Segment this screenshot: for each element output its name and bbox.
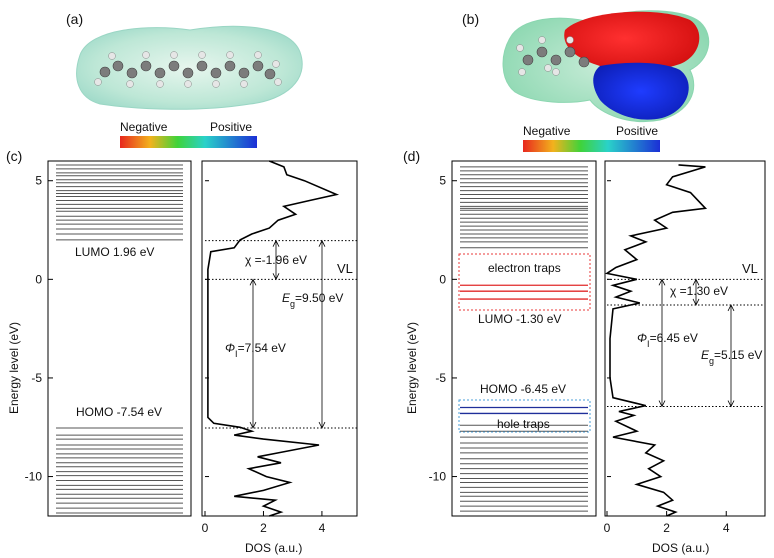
chart-c-chi-arrow-head (272, 273, 280, 281)
chart-c-levels-frame (47, 160, 192, 517)
c-ytick-label: -10 (25, 470, 43, 484)
chart-d-vl-label: VL (742, 261, 758, 276)
panel-label-b: (b) (462, 11, 479, 27)
chart-d-eg-value: =5.15 eV (714, 348, 762, 362)
electron-traps-box (458, 253, 591, 311)
chart-c-eg-symbol: E (282, 291, 291, 305)
chart-c-vl-label: VL (337, 261, 353, 276)
colorbar-b (523, 140, 660, 152)
chart-c-phi-arrow-head (249, 421, 257, 429)
chart-d-chi-arrow-head (692, 298, 700, 306)
chart-d-levels (460, 166, 588, 512)
electron-traps-label: electron traps (488, 261, 561, 275)
chart-c-dos-curve (207, 160, 340, 517)
chart-d-xlabel: DOS (a.u.) (652, 541, 709, 555)
panel-label-a: (a) (66, 11, 83, 27)
colorbar-a-positive-label: Positive (210, 120, 252, 134)
chart-c-chi-label: χ =-1.96 eV (245, 253, 307, 267)
chart-d: Energy level (eV) 5 0 -5 -10 0 2 4 electron t… (405, 160, 766, 555)
molecule-b-atoms (522, 46, 590, 68)
panel-label-d: (d) (403, 148, 420, 164)
d-xtick-label: 0 (604, 521, 611, 535)
chart-d-phi-symbol: Φ (637, 331, 647, 345)
molecule-a-atoms (99, 60, 276, 80)
chart-c-lumo-label: LUMO 1.96 eV (75, 245, 154, 259)
molecule-a-surface-image (76, 25, 303, 110)
chart-c-chi-arrow-tail (272, 239, 280, 247)
molecule-a-hydrogens (94, 51, 282, 88)
chart-c-phi-value: =7.54 eV (238, 341, 286, 355)
molecule-b-surface-image (502, 10, 710, 123)
c-xtick-label: 4 (319, 521, 326, 535)
chart-c-eg-sub: g (290, 299, 295, 309)
chart-d-chi-label: χ =1.30 eV (670, 284, 728, 298)
c-xtick-label: 0 (202, 521, 209, 535)
chart-d-eg-label: Eg=5.15 eV (701, 348, 762, 366)
colorbar-b-positive-label: Positive (616, 124, 658, 138)
c-ytick-label: 5 (35, 174, 42, 188)
chart-c-phi-label: ΦI=7.54 eV (225, 341, 286, 359)
d-xtick-label: 4 (723, 521, 730, 535)
chart-d-phi-value: =6.45 eV (650, 331, 698, 345)
chart-d-eg-arrow-head (727, 400, 735, 408)
chart-c: Energy level (eV) 5 0 -5 -10 0 2 4 LUMO 1.96 … (7, 160, 358, 555)
colorbar-a-negative-label: Negative (120, 120, 168, 134)
chart-c-eg-value: =9.50 eV (295, 291, 343, 305)
d-xtick-label: 2 (663, 521, 670, 535)
chart-d-levels-frame (451, 160, 597, 517)
chart-c-eg-arrow-head (318, 421, 326, 429)
chart-d-phi-arrow-head (658, 400, 666, 408)
panel-label-c: (c) (6, 148, 22, 164)
chart-d-phi-label: ΦI=6.45 eV (637, 331, 698, 349)
chart-c-levels (56, 164, 183, 514)
colorbar-b-negative-label: Negative (523, 124, 571, 138)
hole-traps-label: hole traps (497, 417, 550, 431)
chart-d-dos-curve (604, 164, 708, 517)
hole-traps-box (458, 399, 591, 433)
chart-d-chi-arrow-tail (692, 278, 700, 286)
chart-d-ylabel: Energy level (eV) (405, 322, 419, 414)
molecule-b-hydrogens (516, 36, 574, 76)
colorbar-a (120, 136, 257, 148)
c-ytick-label: -5 (31, 371, 42, 385)
d-ytick-label: 0 (439, 272, 446, 286)
chart-c-phi-symbol: Φ (225, 341, 235, 355)
c-ytick-label: 0 (35, 272, 42, 286)
d-ytick-label: -5 (435, 371, 446, 385)
chart-d-dos-frame (604, 160, 766, 517)
chart-c-xlabel: DOS (a.u.) (245, 541, 302, 555)
chart-d-homo-label: HOMO -6.45 eV (480, 382, 566, 396)
chart-d-phi-sub: I (647, 339, 650, 349)
chart-d-lumo-label: LUMO -1.30 eV (478, 312, 561, 326)
d-ytick-label: -10 (429, 470, 447, 484)
chart-c-eg-label: Eg=9.50 eV (282, 291, 343, 309)
chart-c-dos-frame (201, 160, 358, 517)
d-ytick-label: 5 (439, 174, 446, 188)
chart-d-phi-arrow-tail (658, 278, 666, 286)
chart-c-guides (205, 239, 357, 429)
chart-d-guides (607, 278, 765, 408)
chart-d-x-ticks: 0 2 4 (604, 511, 730, 535)
chart-d-eg-symbol: E (701, 348, 710, 362)
chart-d-eg-arrow-tail (727, 304, 735, 312)
chart-c-phi-arrow-tail (249, 278, 257, 286)
chart-c-homo-label: HOMO -7.54 eV (76, 405, 162, 419)
c-xtick-label: 2 (260, 521, 267, 535)
chart-c-phi-sub: I (235, 349, 238, 359)
chart-c-x-ticks: 0 2 4 (202, 511, 326, 535)
chart-c-eg-arrow-tail (318, 239, 326, 247)
chart-d-eg-sub: g (709, 356, 714, 366)
chart-c-ylabel: Energy level (eV) (7, 322, 21, 414)
